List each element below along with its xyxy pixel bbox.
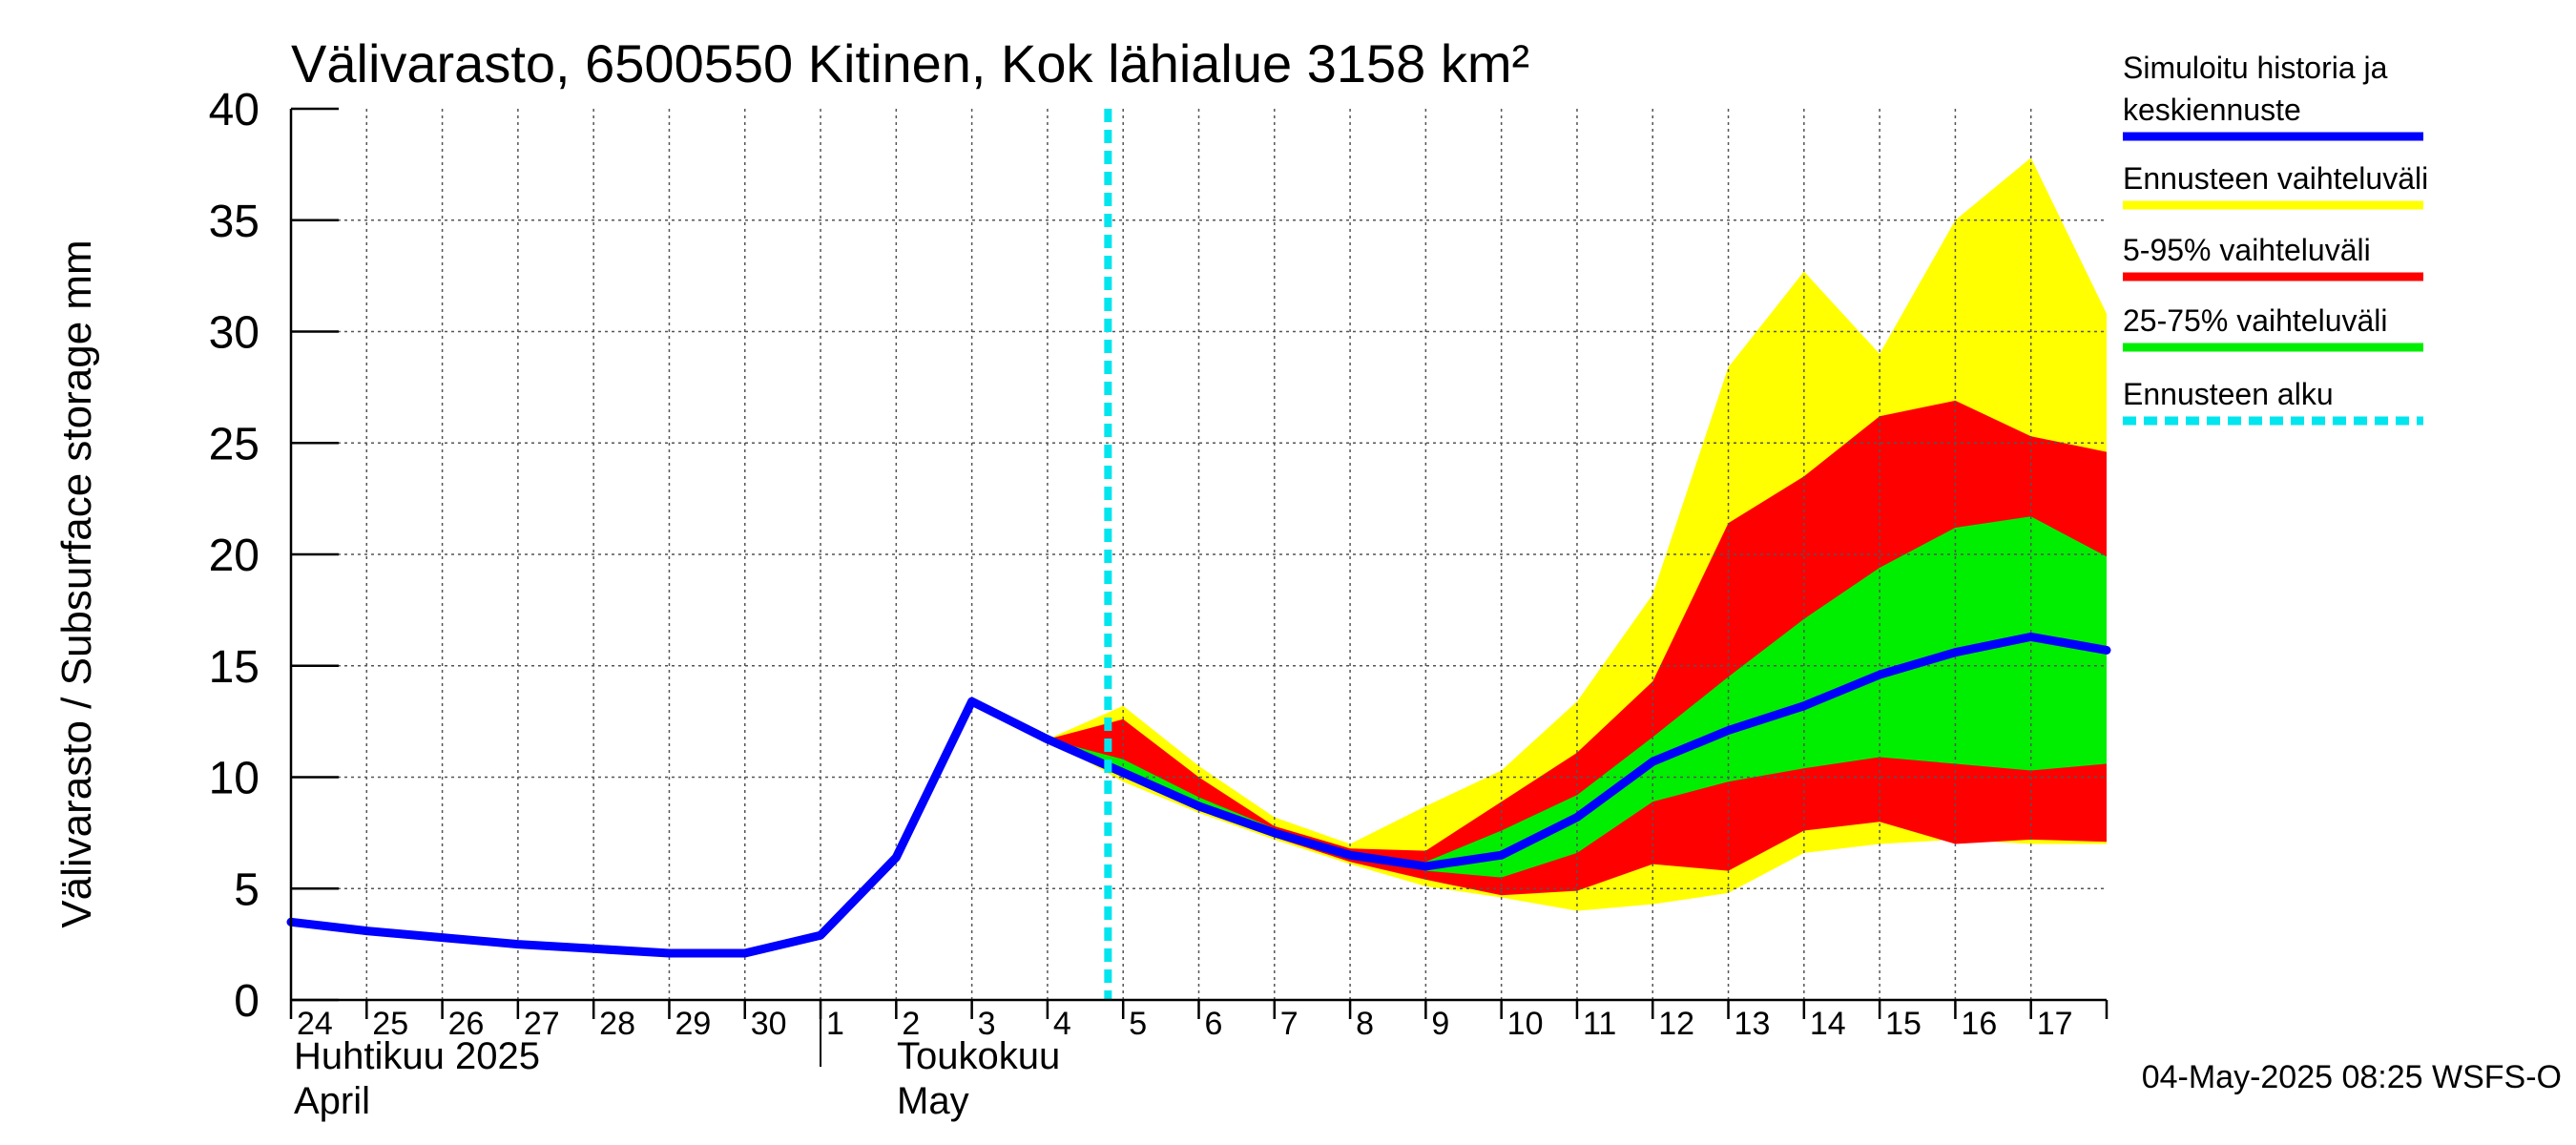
y-axis-label: Välivarasto / Subsurface storage mm	[53, 239, 100, 927]
timestamp-footer: 04-May-2025 08:25 WSFS-O	[2142, 1059, 2562, 1095]
y-tick-label: 10	[209, 754, 260, 804]
month-label-en: April	[294, 1080, 370, 1122]
x-tick-label: 26	[448, 1006, 485, 1042]
series-lines	[286, 109, 2111, 1000]
x-tick-label: 2	[902, 1006, 920, 1042]
y-tick-label: 20	[209, 531, 260, 581]
plot-grid	[291, 109, 2107, 1000]
x-tick-label: 11	[1583, 1006, 1616, 1042]
x-tick-label: 6	[1205, 1006, 1223, 1042]
legend: Simuloitu historia ja keskiennuste Ennuste…	[2123, 51, 2428, 426]
legend-label: 25-75% vaihteluväli	[2123, 303, 2388, 338]
x-tick-label: 7	[1280, 1006, 1298, 1042]
x-tick-label: 4	[1053, 1006, 1071, 1042]
legend-label: 5-95% vaihteluväli	[2123, 233, 2371, 267]
x-tick-label: 25	[372, 1006, 408, 1042]
y-tick-label: 15	[209, 642, 260, 693]
series-line-0	[286, 632, 2111, 958]
legend-label: Simuloitu historia ja	[2123, 51, 2388, 85]
x-tick-label: 3	[978, 1006, 996, 1042]
y-tick-label: 30	[209, 308, 260, 359]
x-tick-label: 12	[1658, 1006, 1694, 1042]
y-tick-label: 0	[234, 976, 260, 1027]
band-2	[1047, 516, 2107, 878]
month-label: Toukokuu	[897, 1035, 1060, 1077]
x-tick-label: 14	[1810, 1006, 1846, 1042]
legend-label: Ennusteen alku	[2123, 377, 2334, 411]
x-tick-label: 10	[1507, 1006, 1544, 1042]
x-tick-label: 16	[1961, 1006, 1997, 1042]
x-tick-label: 13	[1735, 1006, 1771, 1042]
legend-label: Ennusteen vaihteluväli	[2123, 161, 2428, 196]
y-tick-label: 35	[209, 197, 260, 247]
x-tick-label: 1	[826, 1006, 844, 1042]
x-tick-label: 29	[675, 1006, 711, 1042]
month-label-en: May	[897, 1080, 969, 1122]
x-tick-label: 27	[524, 1006, 560, 1042]
x-tick-label: 8	[1356, 1006, 1374, 1042]
x-tick-label: 28	[599, 1006, 635, 1042]
x-tick-label: 5	[1129, 1006, 1147, 1042]
x-tick-label: 9	[1431, 1006, 1449, 1042]
y-tick-label: 5	[234, 864, 260, 915]
legend-label: keskiennuste	[2123, 93, 2301, 127]
y-tick-label: 25	[209, 419, 260, 469]
month-label: Huhtikuu 2025	[294, 1035, 540, 1077]
forecast-bands	[1047, 157, 2107, 911]
x-tick-label: 15	[1885, 1006, 1922, 1042]
x-tick-label: 24	[297, 1006, 333, 1042]
chart-title: Välivarasto, 6500550 Kitinen, Kok lähial…	[291, 33, 1529, 94]
x-tick-label: 17	[2037, 1006, 2073, 1042]
band-1	[1047, 400, 2107, 896]
x-tick-label: 30	[751, 1006, 787, 1042]
y-tick-label: 40	[209, 85, 260, 135]
